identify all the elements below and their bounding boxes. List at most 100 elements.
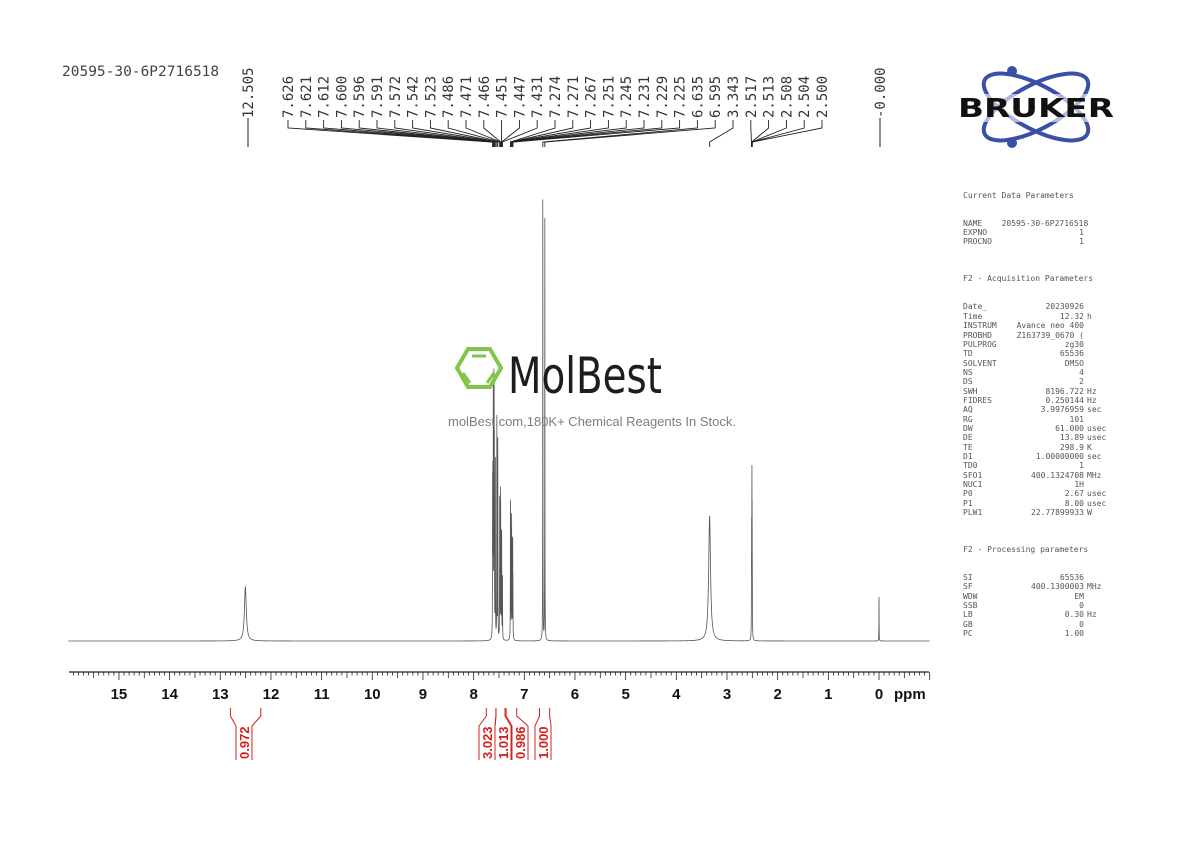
param-key: Time <box>963 311 983 321</box>
peak-label: 7.542 <box>406 76 422 118</box>
param-key: SSB <box>963 601 978 611</box>
parameters-panel: Current Data Parameters NAME 20595-30-6P2… <box>963 172 1109 648</box>
peak-label-line <box>751 120 787 147</box>
param-unit: sec <box>1087 451 1102 461</box>
param-unit <box>1084 368 1109 377</box>
param-row: PULPROG zg30 <box>963 340 1109 349</box>
param-unit <box>1084 461 1109 470</box>
sample-name-title: 20595-30-6P2716518 <box>62 64 219 80</box>
param-unit: Hz <box>1087 610 1097 620</box>
watermark-brand: MolBest <box>508 347 662 405</box>
x-tick-label: 2 <box>773 686 781 703</box>
param-unit <box>1084 415 1109 424</box>
peak-label-line <box>510 120 574 147</box>
peak-label: 7.621 <box>299 76 315 118</box>
param-row: AQ 3.9976959 sec <box>963 405 1109 414</box>
param-unit <box>1084 340 1109 349</box>
param-value: Avance neo 400 <box>1016 321 1084 331</box>
param-value: 298.9 <box>1059 442 1084 452</box>
param-key: EXPNO <box>963 228 988 238</box>
peak-label: 7.572 <box>388 76 404 118</box>
peak-label: 7.596 <box>352 76 368 118</box>
param-key: NAME <box>963 218 983 228</box>
peak-label: 7.274 <box>548 76 564 118</box>
current-params-title: Current Data Parameters <box>963 190 1074 200</box>
param-value: 12.32 <box>1059 311 1084 321</box>
param-key: LB <box>963 610 973 620</box>
param-value: 1H <box>1074 480 1084 489</box>
param-row: EXPNO 1 <box>963 228 1109 237</box>
param-key: DW <box>963 423 973 433</box>
peak-label-line <box>376 120 495 147</box>
x-tick-label: 5 <box>621 686 629 703</box>
bruker-logo: BRUKER <box>956 66 1116 148</box>
param-row: P1 8.00 usec <box>963 499 1109 508</box>
param-unit <box>1084 629 1109 638</box>
param-unit: sec <box>1087 405 1102 415</box>
param-row: SF 400.1300003 MHz <box>963 582 1109 591</box>
param-row: NAME 20595-30-6P2716518 <box>963 219 1109 228</box>
param-row: P0 2.67 usec <box>963 489 1109 498</box>
param-row: NS 4 <box>963 368 1109 377</box>
param-row: WDW EM <box>963 592 1109 601</box>
peak-label-line <box>447 120 501 147</box>
param-value: 1 <box>1079 228 1084 238</box>
integral-value: 3.023 <box>480 726 495 759</box>
param-row: RG 101 <box>963 415 1109 424</box>
param-value: 0.250144 <box>1045 395 1084 405</box>
param-row: INSTRUM Avance neo 400 <box>963 321 1109 330</box>
param-row: DS 2 <box>963 377 1109 386</box>
param-row: DE 13.89 usec <box>963 433 1109 442</box>
param-key: FIDRES <box>963 395 992 405</box>
param-unit <box>1084 237 1109 246</box>
peak-label: 7.267 <box>584 76 600 118</box>
param-row: TD0 1 <box>963 461 1109 470</box>
param-key: PLW1 <box>963 508 983 518</box>
peak-label: 7.600 <box>334 76 350 118</box>
peak-label-line <box>429 120 499 147</box>
param-value: Z163739_0670 ( <box>1016 330 1084 340</box>
param-key: SFO1 <box>963 470 983 480</box>
param-key: Date_ <box>963 302 988 312</box>
param-key: TE <box>963 442 973 452</box>
param-key: INSTRUM <box>963 321 997 331</box>
integral-bracket <box>494 708 512 760</box>
param-row: Time 12.32 h <box>963 312 1109 321</box>
molbest-watermark: MolBest molBest.com,180K+ Chemical Reage… <box>448 347 736 429</box>
x-tick-label: 3 <box>723 686 731 703</box>
param-unit: usec <box>1087 498 1107 508</box>
param-row: PLW1 22.77899933 W <box>963 508 1109 517</box>
x-tick-label: 4 <box>672 686 681 703</box>
peak-label: 7.486 <box>441 76 457 118</box>
peak-label: -0.000 <box>873 67 889 118</box>
param-key: PROCNO <box>963 237 992 247</box>
param-unit <box>1088 219 1109 228</box>
param-unit: usec <box>1087 423 1107 433</box>
param-key: RG <box>963 414 973 424</box>
param-row: FIDRES 0.250144 Hz <box>963 396 1109 405</box>
param-value: 0.30 <box>1064 610 1084 620</box>
param-row: SSB 0 <box>963 601 1109 610</box>
x-axis-label: ppm <box>894 686 926 703</box>
x-tick-label: 13 <box>212 686 229 703</box>
param-key: PULPROG <box>963 339 997 349</box>
param-key: P1 <box>963 498 973 508</box>
peak-label: 2.500 <box>815 76 831 118</box>
param-value: 2 <box>1079 377 1084 387</box>
spectrum-line <box>68 199 930 642</box>
param-unit <box>1084 480 1109 489</box>
param-row: NUC1 1H <box>963 480 1109 489</box>
param-value: 1.00 <box>1064 629 1084 639</box>
peak-label: 7.431 <box>530 76 546 118</box>
spectrum-trace <box>68 199 930 642</box>
proc-params-title: F2 - Processing parameters <box>963 545 1089 555</box>
peak-label: 6.595 <box>708 76 724 118</box>
param-unit: MHz <box>1087 582 1102 592</box>
peak-label-line <box>483 120 502 147</box>
param-row: SI 65536 <box>963 573 1109 582</box>
peak-label-line <box>511 120 627 147</box>
x-tick-label: 8 <box>469 686 477 703</box>
peak-label-line <box>394 120 496 147</box>
param-key: P0 <box>963 489 973 499</box>
